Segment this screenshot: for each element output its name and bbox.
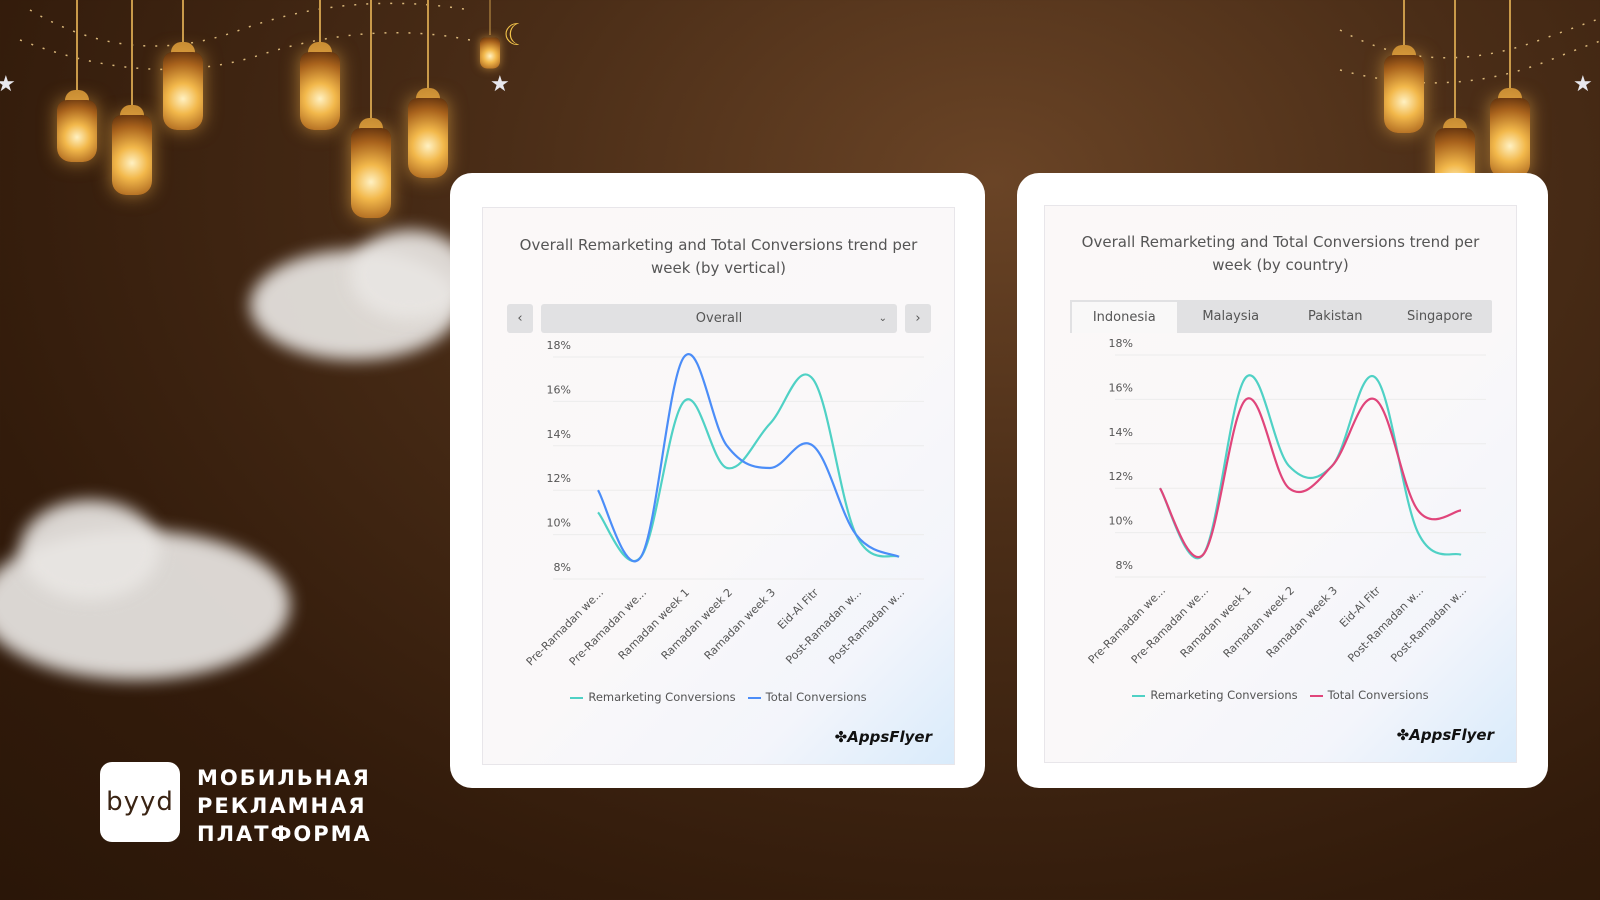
x-tick-label: Pre-Ramadan we... <box>524 586 606 668</box>
vertical-dropdown[interactable]: Overall ⌄ <box>541 304 897 333</box>
tagline-line: РЕКЛАМНАЯ <box>197 794 367 818</box>
x-tick-label: Post-Ramadan w... <box>783 586 864 667</box>
chart-card-country: Overall Remarketing and Total Conversion… <box>1017 173 1548 788</box>
legend-label: Total Conversions <box>1327 688 1429 702</box>
prev-button[interactable]: ‹ <box>507 304 533 333</box>
y-tick-label: 14% <box>1109 426 1133 439</box>
appsflyer-logo: ✤AppsFlyer <box>1396 726 1494 744</box>
dropdown-value: Overall <box>695 311 743 326</box>
chevron-down-icon: ⌄ <box>878 313 887 324</box>
tagline-line: МОБИЛЬНАЯ <box>197 766 371 790</box>
tagline-line: ПЛАТФОРМА <box>197 822 372 846</box>
cloud <box>20 500 160 600</box>
next-button[interactable]: › <box>905 304 931 333</box>
brand-tagline: МОБИЛЬНАЯ РЕКЛАМНАЯ ПЛАТФОРМА <box>197 764 372 848</box>
legend-swatch <box>1309 694 1323 697</box>
tab-singapore[interactable]: Singapore <box>1406 309 1473 324</box>
chevron-right-icon: › <box>915 311 921 326</box>
legend-item[interactable]: Remarketing Conversions <box>1132 688 1298 702</box>
legend-swatch <box>570 696 584 699</box>
x-tick-label: Post-Ramadan w... <box>826 586 907 667</box>
y-tick-label: 8% <box>554 561 571 574</box>
tab-pakistan[interactable]: Pakistan <box>1308 309 1363 324</box>
x-tick-label: Post-Ramadan w... <box>1388 584 1469 665</box>
byyd-logo: byyd <box>100 762 180 842</box>
line-chart: 8% 10% 12% 14% 16% 18% Pre-Ramadan we...Pre-Ra… <box>524 339 924 668</box>
chart-legend: Remarketing Conversions Total Conversions <box>1045 688 1516 702</box>
y-tick-label: 18% <box>547 339 571 352</box>
star-icon: ★ <box>490 72 510 97</box>
star-icon: ★ <box>1573 72 1593 97</box>
series-line-remarketing-conversions <box>1159 374 1462 560</box>
x-tick-label: Post-Ramadan w... <box>1345 584 1426 665</box>
y-tick-label: 12% <box>1109 470 1133 483</box>
star-icon: ★ <box>0 72 16 97</box>
legend-item[interactable]: Total Conversions <box>1309 688 1429 702</box>
y-tick-label: 14% <box>547 428 571 441</box>
country-tabs: Indonesia Malaysia Pakistan Singapore <box>1070 300 1492 333</box>
series-line-total-conversions <box>597 353 900 563</box>
chart-title: Overall Remarketing and Total Conversion… <box>1081 233 1480 274</box>
appsflyer-logo: ✤AppsFlyer <box>834 728 932 746</box>
chart-legend: Remarketing Conversions Total Conversions <box>483 690 954 704</box>
y-tick-label: 12% <box>547 472 571 485</box>
chart-title: Overall Remarketing and Total Conversion… <box>519 236 918 277</box>
y-tick-label: 8% <box>1116 559 1133 572</box>
legend-item[interactable]: Remarketing Conversions <box>570 690 736 704</box>
legend-item[interactable]: Total Conversions <box>747 690 867 704</box>
y-tick-label: 18% <box>1109 337 1133 350</box>
line-chart: 8% 10% 12% 14% 16% 18% Pre-Ramadan we...Pre-Ra… <box>1086 337 1486 666</box>
legend-label: Total Conversions <box>765 690 867 704</box>
crescent-moon-icon: ☾ <box>503 18 530 53</box>
chart-panel: Overall Remarketing and Total Conversion… <box>482 207 955 765</box>
tab-indonesia[interactable]: Indonesia <box>1070 300 1179 333</box>
y-tick-label: 16% <box>1109 381 1133 394</box>
y-tick-label: 10% <box>1109 515 1133 528</box>
chevron-left-icon: ‹ <box>517 311 523 326</box>
x-tick-label: Pre-Ramadan we... <box>1129 584 1211 666</box>
series-line-total-conversions <box>1159 397 1462 559</box>
chart-card-vertical: Overall Remarketing and Total Conversion… <box>450 173 985 788</box>
chart-panel: Overall Remarketing and Total Conversion… <box>1044 205 1517 763</box>
legend-swatch <box>1132 694 1146 697</box>
y-tick-label: 16% <box>547 383 571 396</box>
tab-malaysia[interactable]: Malaysia <box>1202 309 1260 324</box>
y-tick-label: 10% <box>547 517 571 530</box>
legend-label: Remarketing Conversions <box>588 690 736 704</box>
legend-swatch <box>747 696 761 699</box>
x-tick-label: Pre-Ramadan we... <box>567 586 649 668</box>
x-tick-label: Pre-Ramadan we... <box>1086 584 1168 666</box>
legend-label: Remarketing Conversions <box>1150 688 1298 702</box>
